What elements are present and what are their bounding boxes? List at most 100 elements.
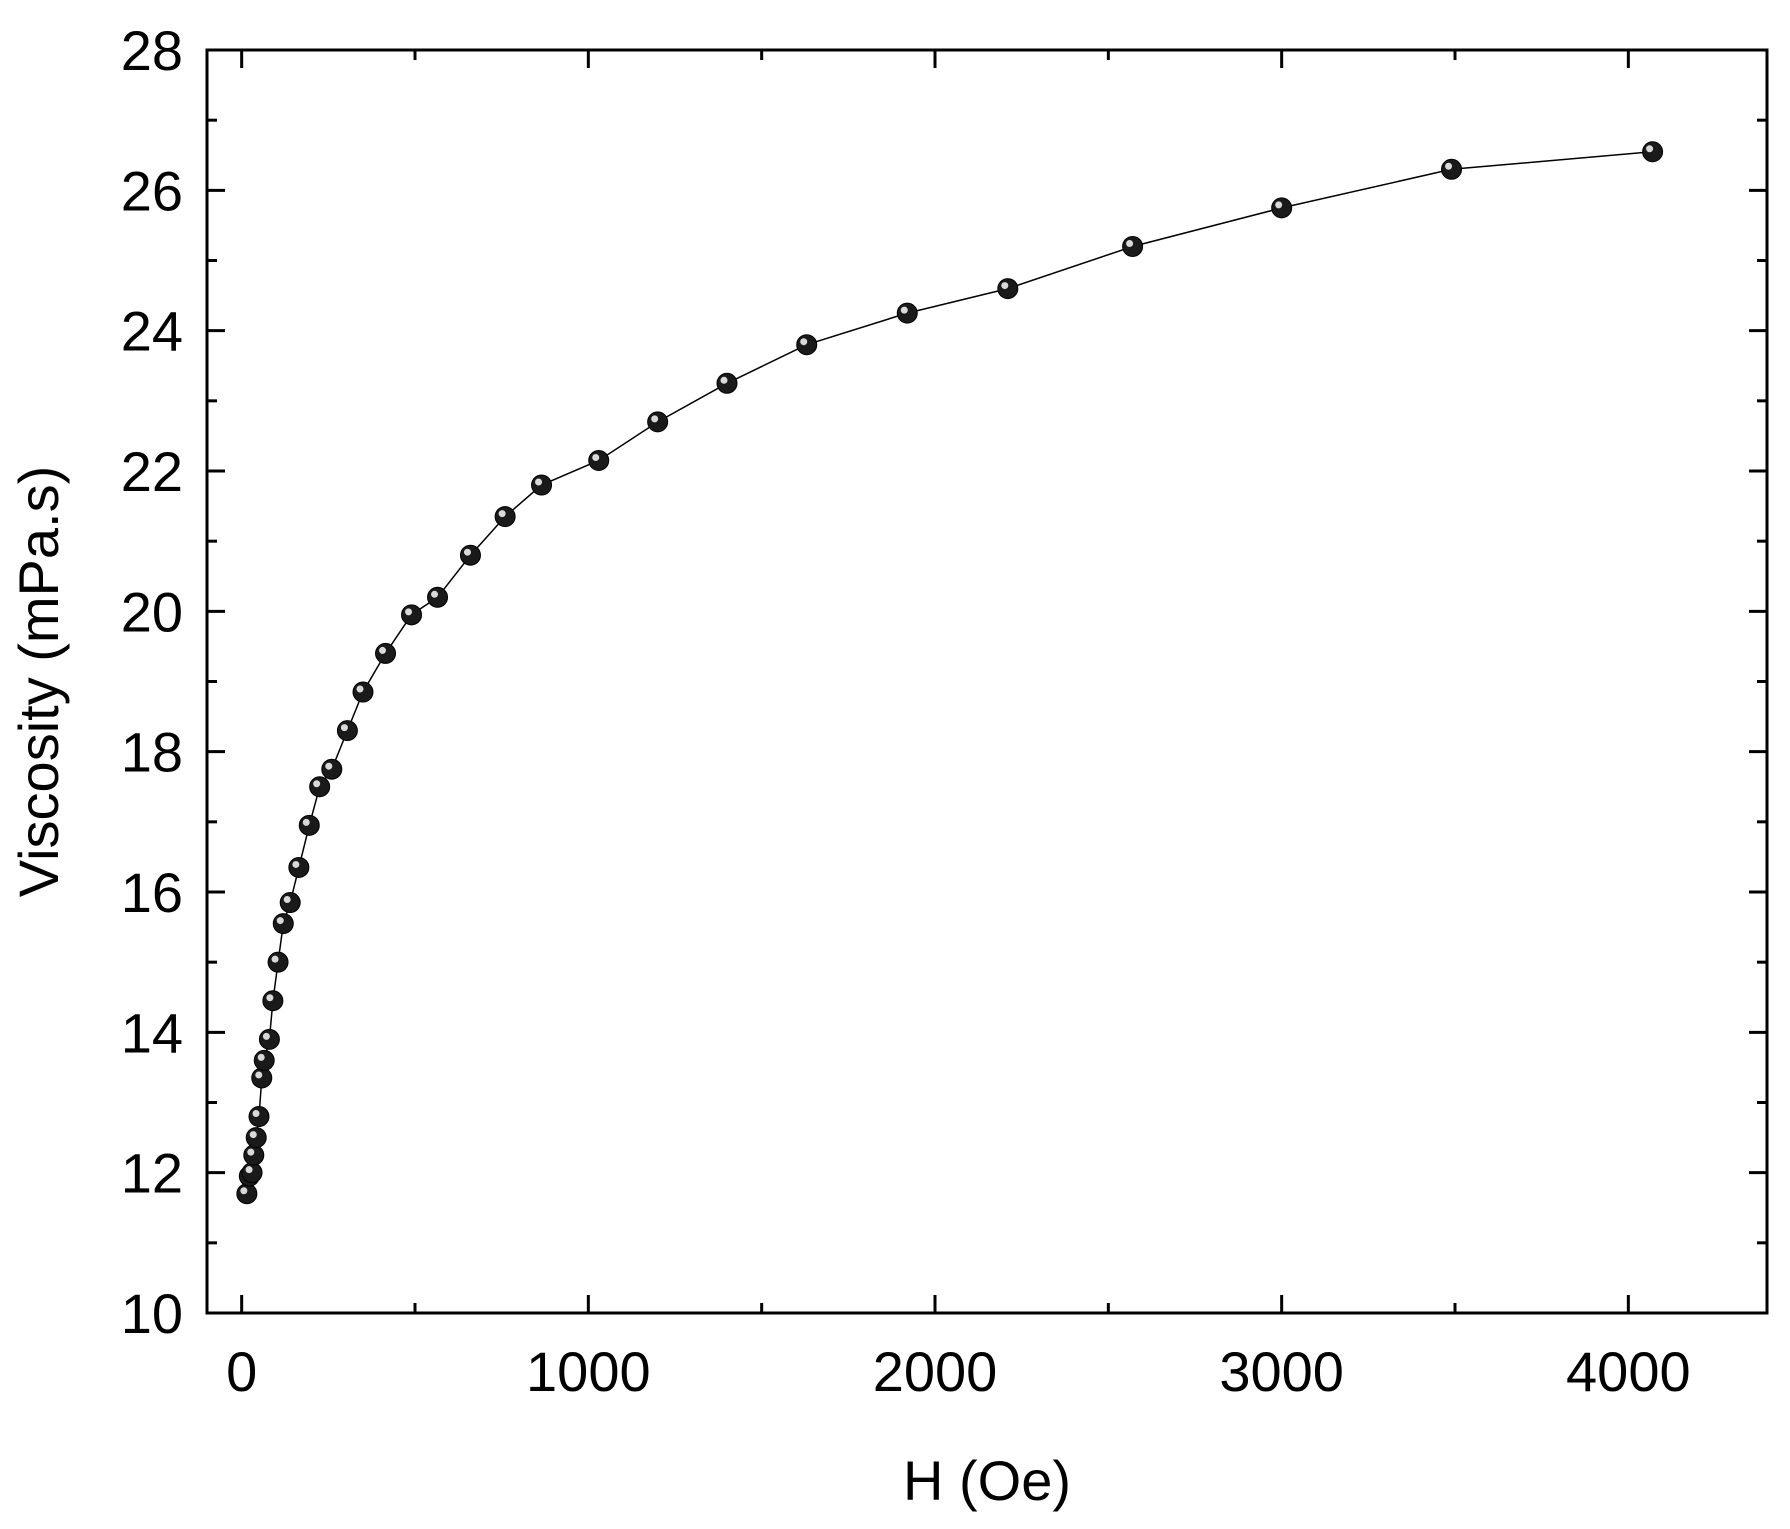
data-point-marker [494, 506, 516, 528]
data-point [1271, 197, 1293, 219]
data-point-highlight [302, 818, 310, 826]
data-point-highlight [340, 724, 348, 732]
data-point-marker [997, 278, 1019, 300]
data-point-marker [1271, 197, 1293, 219]
data-point-marker [288, 856, 310, 878]
data-point-highlight [379, 646, 387, 654]
data-point-highlight [592, 453, 600, 461]
data-point-highlight [800, 338, 808, 346]
data-point-marker [716, 372, 738, 394]
data-point-highlight [1646, 145, 1654, 153]
data-point-highlight [1126, 239, 1134, 247]
data-point-highlight [252, 1110, 260, 1118]
x-axis-title: H (Oe) [903, 1449, 1071, 1512]
data-point-marker [1441, 158, 1463, 180]
data-point-marker [647, 411, 669, 433]
tick-labels: 0 1000 2000 3000 4000 10 12 14 16 18 20 22 24 26 28 [121, 19, 1691, 1403]
plot-frame-group [205, 48, 1769, 1315]
y-axis-title: Viscosity (mPa.s) [7, 466, 70, 897]
data-points [236, 141, 1664, 1205]
data-point [1642, 141, 1664, 163]
tick-marks [207, 48, 1767, 1315]
data-point-marker [459, 544, 481, 566]
data-point [796, 334, 818, 356]
data-point-highlight [262, 1032, 270, 1040]
data-point [251, 1067, 273, 1089]
data-point-marker [375, 642, 397, 664]
data-point [258, 1028, 280, 1050]
data-point-marker [796, 334, 818, 356]
x-tick-label: 0 [226, 1340, 257, 1403]
data-point-highlight [240, 1187, 248, 1195]
data-point [298, 814, 320, 836]
data-point [716, 372, 738, 394]
data-point-highlight [245, 1166, 253, 1174]
data-point [236, 1183, 258, 1205]
data-point [253, 1049, 275, 1071]
data-point-highlight [266, 994, 274, 1002]
data-point-marker [588, 449, 610, 471]
data-point-highlight [651, 415, 659, 423]
data-point-highlight [405, 608, 413, 616]
data-point [1441, 158, 1463, 180]
data-point [288, 856, 310, 878]
data-point-marker [1642, 141, 1664, 163]
data-point-highlight [247, 1148, 255, 1156]
data-point-marker [298, 814, 320, 836]
data-point-marker [279, 892, 301, 914]
x-tick-label: 1000 [526, 1340, 651, 1403]
data-point [588, 449, 610, 471]
data-point-highlight [498, 510, 506, 518]
data-point [245, 1127, 267, 1149]
data-point [427, 586, 449, 608]
y-tick-label: 28 [121, 19, 183, 82]
data-point [336, 720, 358, 742]
data-point-highlight [1445, 162, 1453, 170]
y-tick-label: 18 [121, 721, 183, 784]
data-point [531, 474, 553, 496]
data-point-highlight [313, 780, 321, 788]
y-tick-label: 10 [121, 1282, 183, 1345]
data-point-marker [245, 1127, 267, 1149]
data-point [1122, 235, 1144, 257]
data-point-highlight [325, 762, 333, 770]
data-point [896, 302, 918, 324]
series-line [246, 150, 1653, 1194]
data-point-marker [352, 681, 374, 703]
y-tick-label: 22 [121, 440, 183, 503]
data-point-highlight [535, 478, 543, 486]
y-tick-label: 24 [121, 300, 183, 363]
y-tick-label: 26 [121, 159, 183, 222]
data-point-highlight [463, 548, 471, 556]
data-point-marker [531, 474, 553, 496]
data-point [309, 776, 331, 798]
series-line-group [246, 150, 1653, 1194]
data-point-marker [272, 913, 294, 935]
x-tick-label: 2000 [873, 1340, 998, 1403]
data-point [243, 1144, 265, 1166]
data-point-marker [248, 1106, 270, 1128]
data-point-marker [243, 1144, 265, 1166]
data-point-highlight [276, 917, 284, 925]
data-point-marker [401, 604, 423, 626]
y-tick-label: 14 [121, 1001, 183, 1064]
data-point-highlight [1001, 282, 1009, 290]
data-point [352, 681, 374, 703]
data-point-marker [309, 776, 331, 798]
data-point-highlight [255, 1071, 263, 1079]
data-point-marker [267, 951, 289, 973]
data-point [272, 913, 294, 935]
data-point-marker [427, 586, 449, 608]
data-point-marker [258, 1028, 280, 1050]
data-point [248, 1106, 270, 1128]
data-point-highlight [1275, 201, 1283, 209]
data-point [267, 951, 289, 973]
data-point-highlight [900, 306, 908, 314]
data-point-highlight [257, 1053, 265, 1061]
data-point [375, 642, 397, 664]
data-point [647, 411, 669, 433]
data-point-marker [262, 990, 284, 1012]
data-point [321, 758, 343, 780]
data-point [459, 544, 481, 566]
